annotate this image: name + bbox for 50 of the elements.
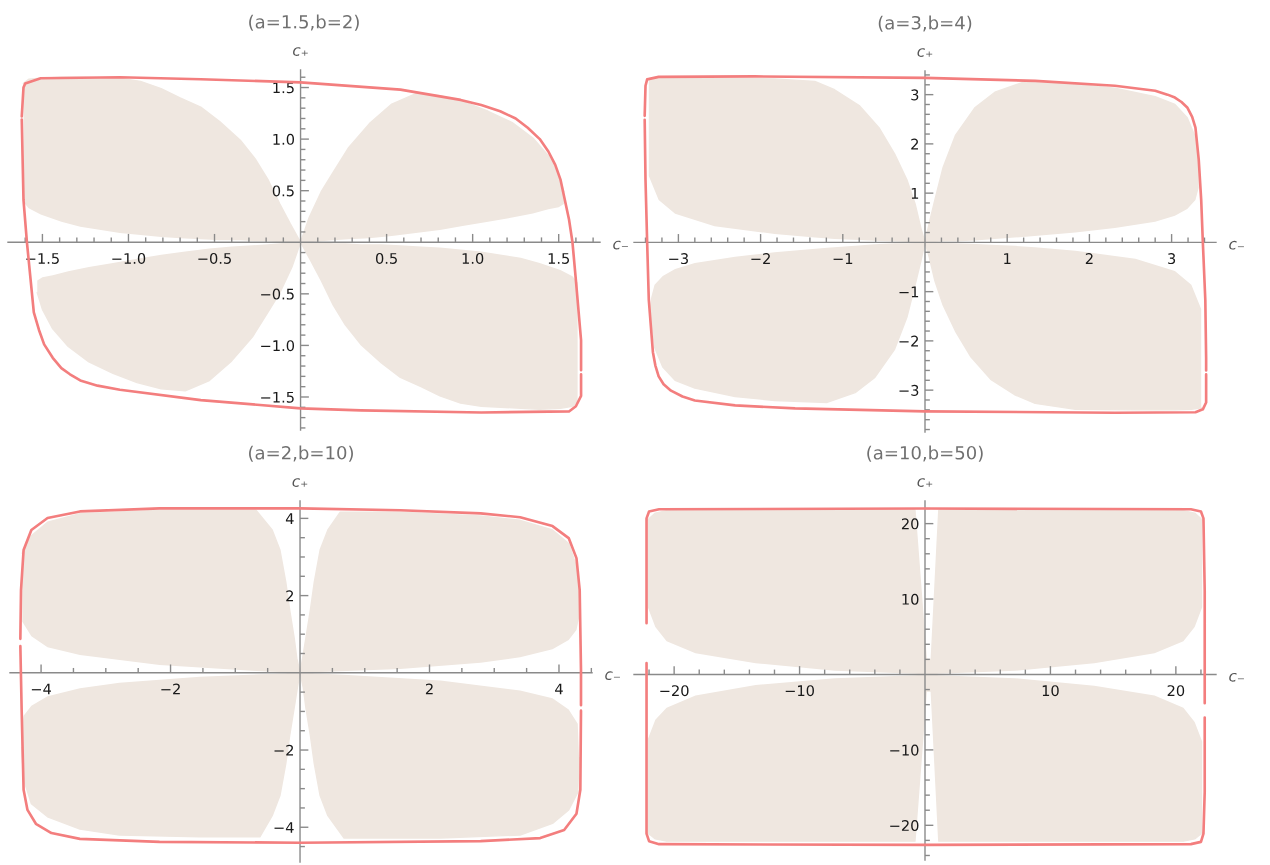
x-tick-label: 10 [1042, 685, 1059, 697]
x-tick-label: −4 [31, 683, 51, 695]
y-tick-label: −2 [274, 744, 294, 756]
y-tick-label: 1.0 [273, 133, 295, 145]
y-tick-label: −1.5 [261, 391, 294, 403]
x-tick-label: 1.5 [548, 253, 570, 264]
x-axis-title: c₋ [613, 240, 628, 250]
x-axis-title: c₋ [605, 671, 620, 681]
y-axis-title: c₊ [292, 478, 308, 487]
y-tick-label: 1 [911, 188, 919, 199]
x-tick-label: 1.0 [462, 252, 484, 264]
x-axis-title: c₋ [1229, 240, 1244, 250]
x-tick-label: −1.0 [112, 252, 146, 264]
x-tick-label: −2 [161, 683, 180, 695]
y-tick-label: 10 [902, 593, 919, 605]
y-tick-label: −1.0 [261, 340, 295, 352]
y-axis-title: c₊ [293, 47, 308, 56]
x-tick-label: −2 [751, 253, 770, 264]
x-tick-label: −3 [669, 253, 688, 265]
y-tick-label: 0.5 [272, 185, 294, 197]
y-tick-label: −0.5 [261, 288, 294, 300]
y-tick-label: −20 [890, 820, 919, 832]
y-tick-label: −3 [899, 384, 919, 396]
chart-title: (a=10,b=50) [867, 445, 983, 462]
chart-title: (a=3,b=4) [878, 15, 972, 32]
x-tick-label: 20 [1167, 685, 1185, 697]
x-tick-label: 2 [1085, 253, 1093, 264]
y-tick-label: −4 [274, 822, 294, 833]
y-tick-label: 2 [911, 138, 918, 150]
x-axis-title: c₋ [1229, 672, 1244, 682]
y-tick-label: −2 [899, 335, 918, 347]
chart-title: (a=1.5,b=2) [249, 14, 359, 31]
y-tick-label: −10 [890, 744, 919, 756]
y-tick-label: −1 [899, 286, 919, 298]
x-tick-label: −20 [660, 685, 689, 697]
x-tick-label: −1 [833, 253, 853, 264]
x-tick-label: −10 [785, 685, 814, 697]
y-tick-label: 3 [911, 89, 919, 101]
x-tick-label: 2 [425, 683, 433, 695]
y-axis-title: c₊ [917, 48, 933, 57]
x-tick-label: 1 [1004, 253, 1011, 264]
chart-title: (a=2,b=10) [249, 445, 353, 462]
x-tick-label: 3 [1168, 253, 1176, 265]
y-axis-title: c₊ [917, 478, 933, 487]
x-tick-label: 4 [555, 683, 563, 695]
x-tick-label: 0.5 [375, 252, 397, 264]
x-tick-label: −0.5 [198, 252, 231, 264]
y-tick-label: 20 [901, 518, 919, 530]
y-tick-label: 2 [286, 590, 294, 602]
y-tick-label: 4 [285, 513, 294, 524]
